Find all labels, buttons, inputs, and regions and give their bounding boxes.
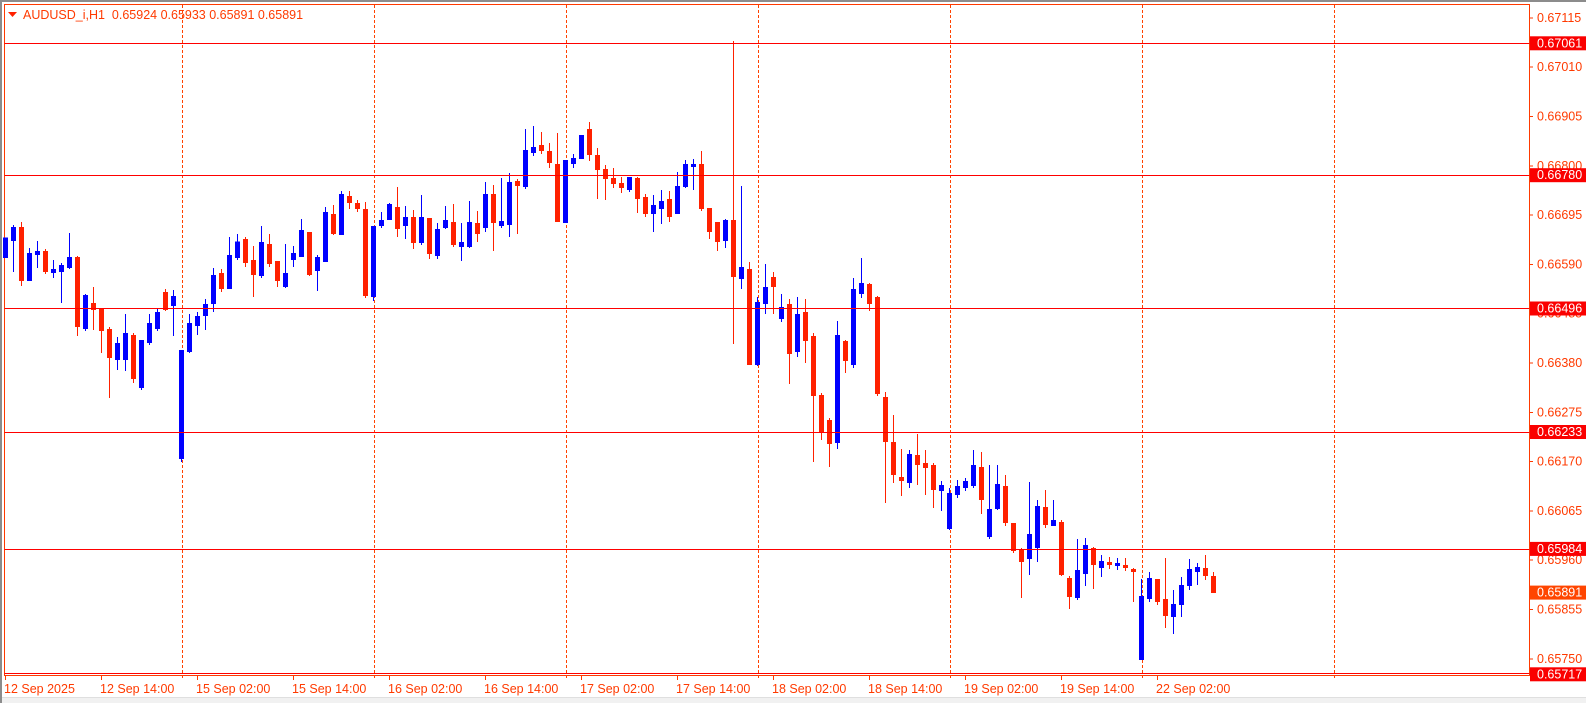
svg-text:0.66275: 0.66275 bbox=[1537, 405, 1582, 419]
svg-text:0.67061: 0.67061 bbox=[1537, 36, 1582, 50]
svg-text:0.67115: 0.67115 bbox=[1537, 11, 1581, 25]
svg-text:0.66170: 0.66170 bbox=[1537, 455, 1582, 469]
svg-text:0.65717: 0.65717 bbox=[1537, 667, 1582, 681]
svg-text:0.67010: 0.67010 bbox=[1537, 60, 1582, 74]
svg-text:16 Sep 14:00: 16 Sep 14:00 bbox=[484, 682, 558, 696]
svg-text:18 Sep 02:00: 18 Sep 02:00 bbox=[772, 682, 846, 696]
svg-text:12 Sep 2025: 12 Sep 2025 bbox=[4, 682, 75, 696]
svg-text:15 Sep 02:00: 15 Sep 02:00 bbox=[196, 682, 270, 696]
svg-text:18 Sep 14:00: 18 Sep 14:00 bbox=[868, 682, 942, 696]
svg-text:0.66496: 0.66496 bbox=[1537, 302, 1582, 316]
svg-text:0.66590: 0.66590 bbox=[1537, 257, 1582, 271]
svg-text:15 Sep 14:00: 15 Sep 14:00 bbox=[292, 682, 366, 696]
svg-text:0.65960: 0.65960 bbox=[1537, 553, 1582, 567]
svg-text:19 Sep 14:00: 19 Sep 14:00 bbox=[1060, 682, 1134, 696]
svg-text:17 Sep 14:00: 17 Sep 14:00 bbox=[676, 682, 750, 696]
svg-text:0.66233: 0.66233 bbox=[1537, 425, 1582, 439]
svg-text:0.66380: 0.66380 bbox=[1537, 356, 1582, 370]
svg-text:17 Sep 02:00: 17 Sep 02:00 bbox=[580, 682, 654, 696]
svg-text:22 Sep 02:00: 22 Sep 02:00 bbox=[1156, 682, 1230, 696]
svg-text:0.66780: 0.66780 bbox=[1537, 168, 1582, 182]
svg-text:19 Sep 02:00: 19 Sep 02:00 bbox=[964, 682, 1038, 696]
svg-text:16 Sep 02:00: 16 Sep 02:00 bbox=[388, 682, 462, 696]
svg-text:0.66905: 0.66905 bbox=[1537, 110, 1582, 124]
svg-text:0.66695: 0.66695 bbox=[1537, 208, 1582, 222]
svg-text:0.65750: 0.65750 bbox=[1537, 652, 1582, 666]
svg-text:0.65891: 0.65891 bbox=[1537, 586, 1582, 600]
svg-text:0.65855: 0.65855 bbox=[1537, 603, 1582, 617]
svg-text:0.65984: 0.65984 bbox=[1537, 542, 1582, 556]
svg-text:AUDUSD_i,H1 0.65924 0.65933 0: AUDUSD_i,H1 0.65924 0.65933 0.65891 0.65… bbox=[23, 8, 303, 22]
svg-text:12 Sep 14:00: 12 Sep 14:00 bbox=[100, 682, 174, 696]
svg-text:0.66065: 0.66065 bbox=[1537, 504, 1582, 518]
